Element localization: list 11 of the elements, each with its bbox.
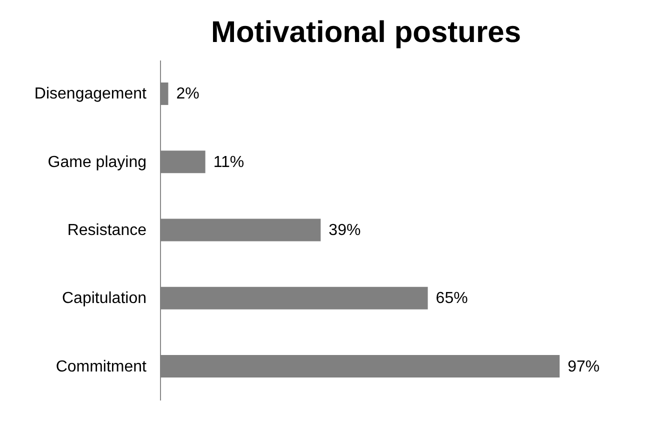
y-tick-label: Resistance	[67, 222, 147, 239]
y-tick-label: Capitulation	[62, 290, 146, 308]
data-label: 39%	[328, 222, 361, 239]
chart-title: Motivational postures	[210, 16, 522, 49]
y-tick-label: Commitment	[56, 358, 148, 376]
data-label: 65%	[436, 290, 468, 308]
y-tick-label: Game playing	[48, 154, 146, 171]
data-label: 2%	[176, 86, 200, 103]
data-label: 97%	[568, 358, 600, 376]
data-label: 11%	[213, 154, 244, 171]
y-tick-label: Disengagement	[34, 86, 148, 103]
